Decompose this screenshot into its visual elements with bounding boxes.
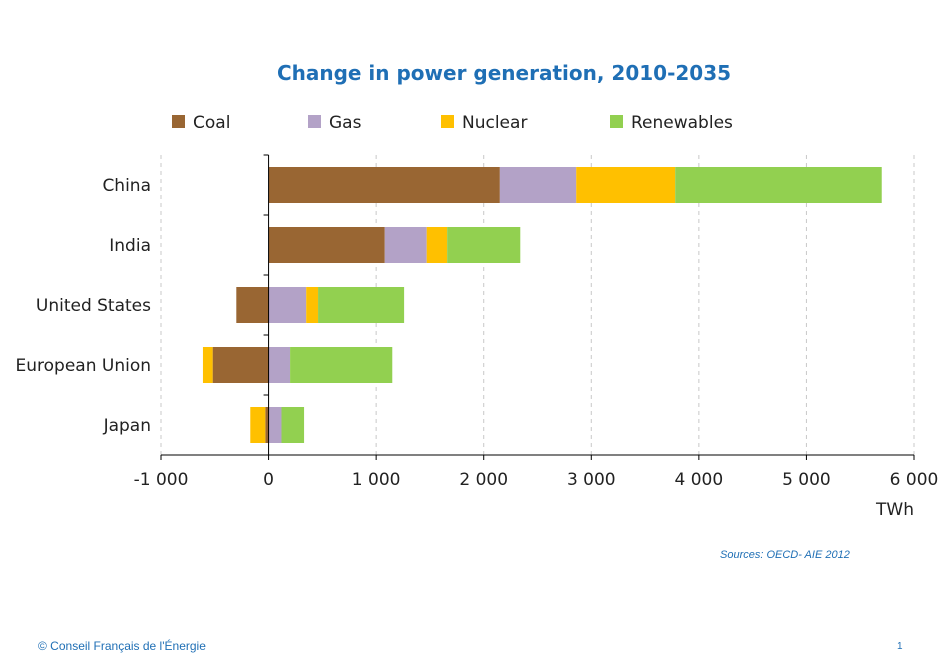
category-label: Japan: [103, 416, 151, 436]
bar-united-states-renewables: [318, 287, 405, 323]
x-tick-label: 4 000: [675, 470, 724, 490]
legend-swatch-gas: [308, 115, 321, 128]
bar-india-coal: [268, 227, 385, 263]
bar-european-union-gas: [268, 347, 291, 383]
bar-japan-renewables: [281, 407, 305, 443]
bar-china-gas: [499, 167, 577, 203]
x-tick-label: 3 000: [567, 470, 616, 490]
bar-india-nuclear: [426, 227, 448, 263]
copyright: © Conseil Français de l'Énergie: [38, 639, 206, 653]
category-labels: China India United States European Union Jap…: [16, 176, 152, 436]
category-label: India: [109, 236, 151, 256]
bar-japan-nuclear: [250, 407, 266, 443]
bar-united-states-coal: [236, 287, 269, 323]
x-tick-label: 0: [263, 470, 274, 490]
gridlines: [160, 155, 915, 455]
bar-japan-gas: [268, 407, 282, 443]
source-note: Sources: OECD- AIE 2012: [720, 549, 850, 561]
x-tick-label: -1 000: [134, 470, 189, 490]
category-label: China: [102, 176, 151, 196]
legend-label-gas: Gas: [329, 113, 362, 133]
x-tick-label: 2 000: [459, 470, 508, 490]
legend-swatch-renewables: [610, 115, 623, 128]
legend-label-nuclear: Nuclear: [462, 113, 527, 133]
bar-european-union-nuclear: [202, 347, 213, 383]
legend: Coal Gas Nuclear Renewables: [172, 113, 733, 133]
legend-swatch-coal: [172, 115, 185, 128]
bar-european-union-coal: [212, 347, 269, 383]
x-axis-unit-label: TWh: [875, 500, 914, 520]
category-label: United States: [36, 296, 151, 316]
legend-swatch-nuclear: [441, 115, 454, 128]
legend-label-renewables: Renewables: [631, 113, 733, 133]
bar-china-renewables: [675, 167, 882, 203]
bar-china-nuclear: [576, 167, 676, 203]
tick-labels: -1 000 0 1 000 2 000 3 000 4 000 5 000 6 000: [134, 470, 939, 490]
bar-united-states-nuclear: [306, 287, 319, 323]
bar-india-gas: [384, 227, 427, 263]
axes: [160, 154, 915, 460]
page-number: 1: [897, 641, 903, 652]
x-tick-label: 6 000: [890, 470, 939, 490]
x-tick-label: 1 000: [352, 470, 401, 490]
bar-china-coal: [268, 167, 500, 203]
bar-india-renewables: [447, 227, 521, 263]
bar-european-union-renewables: [290, 347, 393, 383]
x-tick-label: 5 000: [782, 470, 831, 490]
bar-japan-coal: [265, 407, 269, 443]
chart-title: Change in power generation, 2010-2035: [277, 61, 731, 85]
bar-united-states-gas: [268, 287, 307, 323]
legend-label-coal: Coal: [193, 113, 230, 133]
bars: [202, 167, 882, 443]
category-label: European Union: [16, 356, 152, 376]
